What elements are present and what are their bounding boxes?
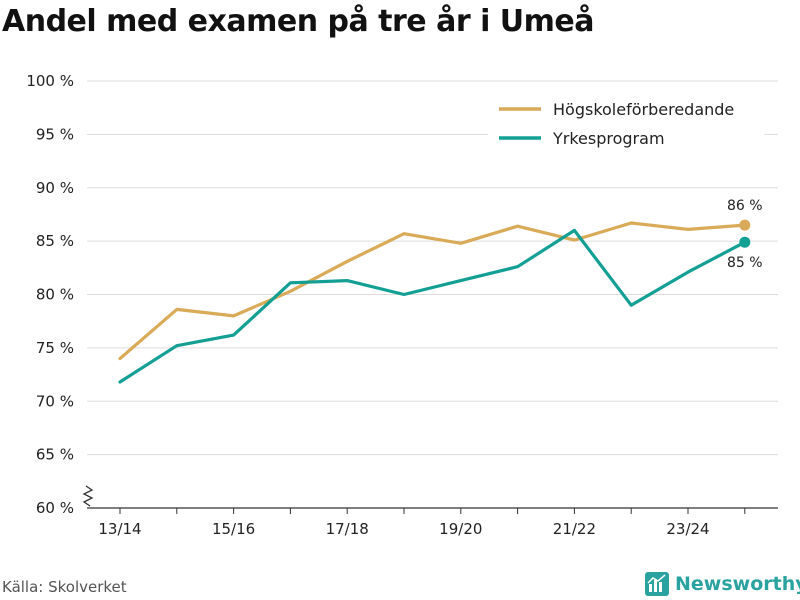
y-tick-label: 90 % bbox=[36, 179, 74, 197]
chart-title: Andel med examen på tre år i Umeå bbox=[2, 4, 595, 39]
x-axis: 13/14 15/16 17/18 19/20 21/22 23/24 bbox=[82, 485, 778, 538]
series-lines: 86 % 85 % bbox=[118, 198, 763, 384]
x-tick-label: 17/18 bbox=[326, 520, 369, 538]
y-tick-label: 85 % bbox=[36, 232, 74, 250]
source-note: Källa: Skolverket bbox=[2, 578, 127, 596]
y-tick-label: 70 % bbox=[36, 392, 74, 410]
series-end-point-1 bbox=[739, 236, 751, 248]
legend-label: Högskoleförberedande bbox=[553, 100, 734, 119]
brand-logo: Newsworthy bbox=[645, 570, 800, 598]
axis-break-icon bbox=[82, 485, 94, 507]
y-tick-label: 75 % bbox=[36, 339, 74, 357]
y-tick-label: 100 % bbox=[26, 72, 74, 90]
end-value-label: 85 % bbox=[727, 255, 763, 271]
series-end-point-0 bbox=[739, 219, 751, 231]
x-tick-label: 23/24 bbox=[666, 520, 709, 538]
y-tick-label: 65 % bbox=[36, 446, 74, 464]
y-tick-label: 60 % bbox=[36, 499, 74, 517]
bar-chart-logo-icon bbox=[645, 572, 669, 596]
y-axis: 60 % 65 % 70 % 75 % 80 % 85 % 90 % 95 % 100 % bbox=[26, 72, 74, 517]
y-tick-label: 95 % bbox=[36, 125, 74, 143]
series-line-0 bbox=[118, 221, 747, 361]
series-line-1 bbox=[118, 228, 747, 384]
brand-name: Newsworthy bbox=[675, 573, 800, 595]
end-value-label: 86 % bbox=[727, 198, 763, 214]
y-tick-label: 80 % bbox=[36, 286, 74, 304]
x-tick-label: 15/16 bbox=[212, 520, 255, 538]
legend-background bbox=[488, 93, 764, 155]
x-tick-label: 19/20 bbox=[439, 520, 482, 538]
legend-label: Yrkesprogram bbox=[552, 129, 665, 148]
legend: Högskoleförberedande Yrkesprogram bbox=[488, 93, 764, 155]
x-tick-label: 13/14 bbox=[98, 520, 141, 538]
x-tick-label: 21/22 bbox=[553, 520, 596, 538]
